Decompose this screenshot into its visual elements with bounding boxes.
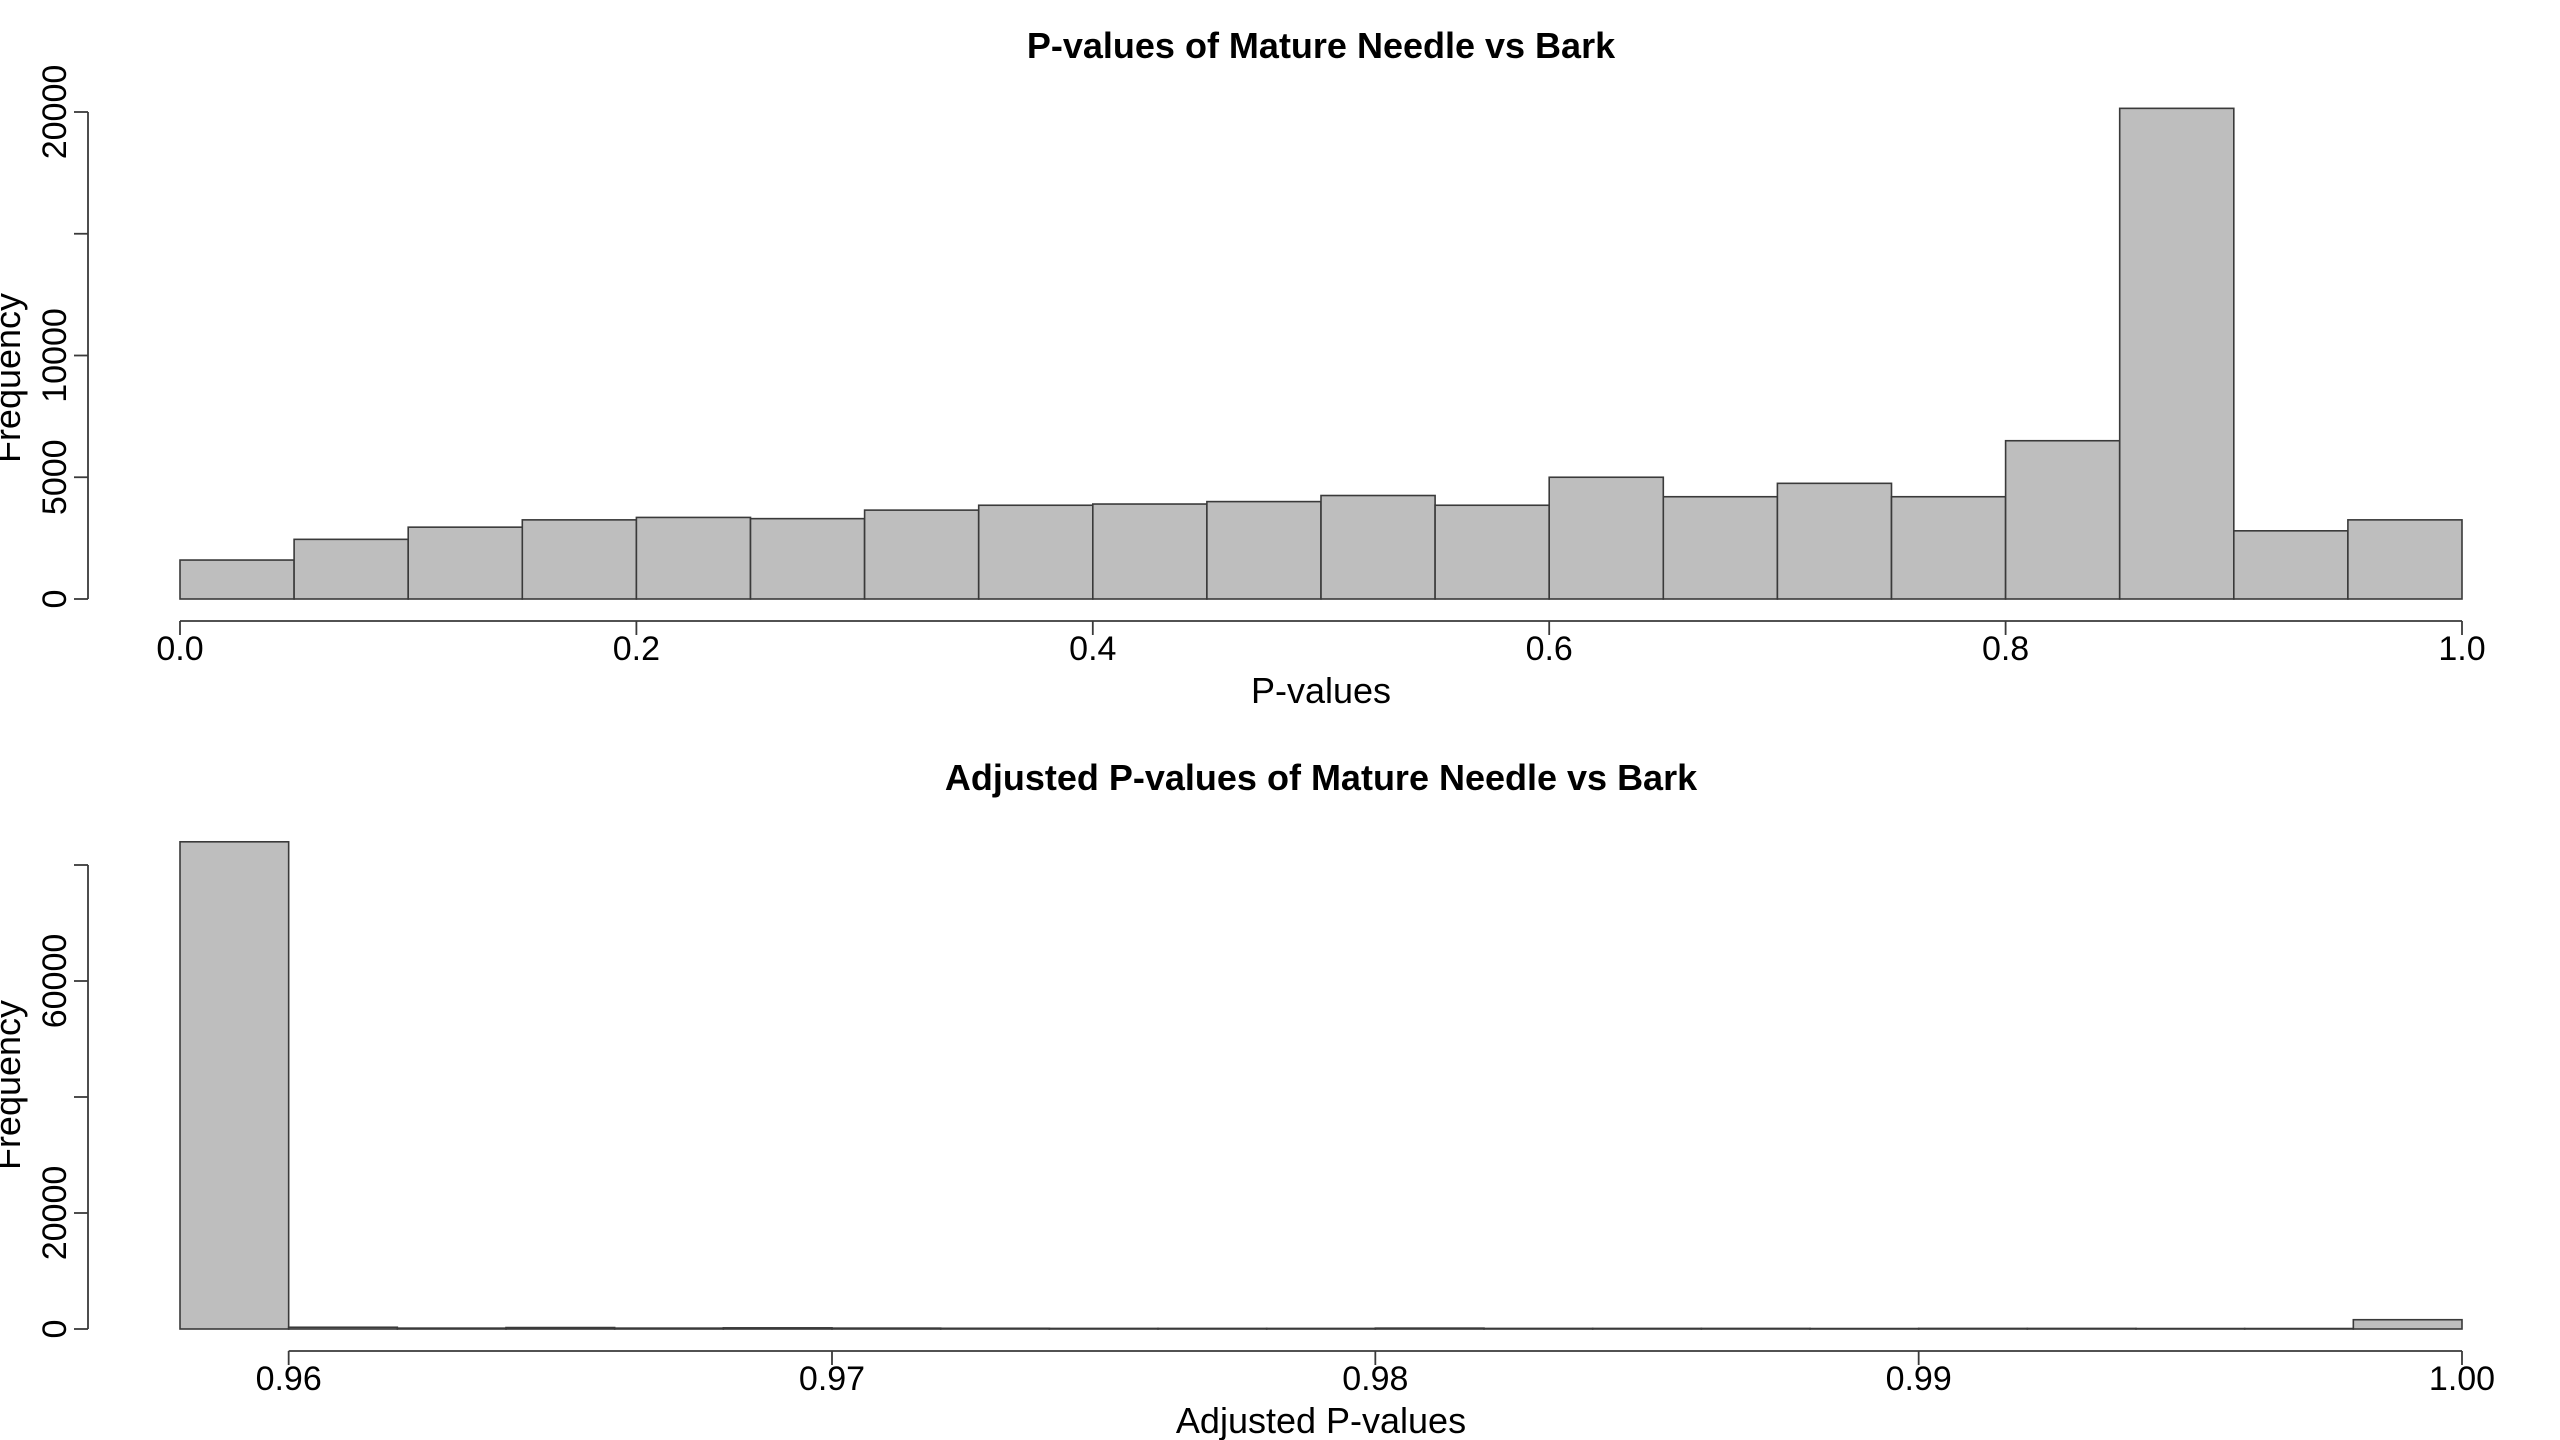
bar: [613, 1327, 725, 1330]
bar: [179, 840, 290, 1330]
bar: [1048, 1327, 1159, 1330]
x-tick-label: 0.96: [256, 1360, 322, 1398]
bar: [2347, 519, 2463, 600]
bar: [1548, 476, 1665, 600]
bar: [521, 519, 638, 600]
bar: [939, 1327, 1051, 1330]
y-tick-label: 20000: [36, 1166, 74, 1261]
y-axis: 0 5000 10000 20000 Frequency: [0, 65, 89, 609]
x-tick-label: 1.00: [2429, 1360, 2495, 1398]
bar: [396, 1327, 507, 1330]
chart-panel-2: Adjusted P-values of Mature Needle vs Ba…: [0, 757, 2495, 1440]
x-tick-label: 0.8: [1982, 630, 2029, 668]
bar: [1374, 1327, 1485, 1330]
bar: [407, 526, 524, 600]
y-tick-label: 10000: [36, 308, 74, 403]
x-axis: 0.96 0.97 0.98 0.99 1.00 Adjusted P-values: [256, 1350, 2495, 1440]
bar: [1662, 495, 1779, 600]
x-tick-label: 0.6: [1526, 630, 1573, 668]
bar: [1483, 1327, 1594, 1330]
bar: [863, 509, 980, 600]
bar: [2026, 1327, 2137, 1330]
x-axis-label: P-values: [1251, 670, 1391, 711]
x-tick-label: 0.4: [1069, 630, 1116, 668]
bar: [287, 1326, 399, 1330]
bar: [749, 517, 866, 600]
y-axis: 0 20000 60000 Frequency: [0, 864, 89, 1339]
x-tick-label: 0.0: [156, 630, 203, 668]
x-tick-label: 0.97: [799, 1360, 865, 1398]
bar: [1917, 1327, 2029, 1330]
bar: [1890, 495, 2007, 600]
y-tick-label: 20000: [36, 65, 74, 160]
y-tick-label: 60000: [36, 934, 74, 1029]
bar: [2118, 107, 2235, 600]
bar: [505, 1326, 616, 1330]
bar: [2004, 439, 2121, 600]
bar: [722, 1327, 833, 1330]
x-axis: 0.0 0.2 0.4 0.6 0.8 1.0 P-values: [156, 620, 2486, 711]
y-tick-label: 0: [36, 1320, 74, 1339]
x-tick-label: 0.2: [613, 630, 660, 668]
bar: [1776, 482, 1893, 600]
y-axis-label: Frequency: [0, 293, 28, 463]
y-tick-label: 5000: [36, 439, 74, 515]
bar: [2352, 1318, 2463, 1330]
bar: [2233, 530, 2349, 600]
bars: [179, 840, 2463, 1330]
x-tick-label: 0.98: [1342, 1360, 1408, 1398]
bar: [635, 516, 752, 600]
bar: [1434, 504, 1550, 600]
bar: [1265, 1327, 1377, 1330]
bar: [831, 1327, 942, 1330]
bar: [977, 504, 1094, 600]
bar: [1157, 1327, 1268, 1330]
x-tick-label: 0.99: [1886, 1360, 1952, 1398]
bar: [1092, 503, 1208, 600]
y-axis-label: Frequency: [0, 1000, 28, 1170]
bar: [293, 538, 410, 600]
bar: [1700, 1327, 1811, 1330]
bar: [1320, 494, 1436, 600]
chart-title: Adjusted P-values of Mature Needle vs Ba…: [945, 757, 1698, 798]
x-tick-label: 1.0: [2438, 630, 2485, 668]
bar: [179, 559, 295, 600]
bar: [1206, 500, 1322, 600]
x-axis-label: Adjusted P-values: [1176, 1400, 1466, 1440]
chart-title: P-values of Mature Needle vs Bark: [1027, 25, 1616, 66]
y-tick-label: 0: [36, 590, 74, 609]
bars: [179, 107, 2463, 600]
bar: [1591, 1327, 1703, 1330]
